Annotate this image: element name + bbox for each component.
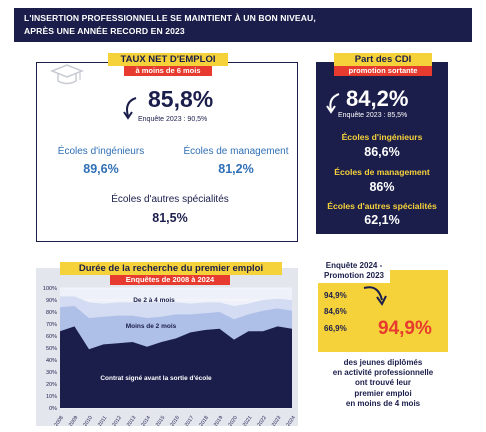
x-tick-label: 2021: [242, 415, 254, 426]
cdi-subtitle: promotion sortante: [334, 66, 432, 76]
enquete-title-line-2: Promotion 2023: [323, 271, 384, 280]
y-tick-label: 60%: [46, 334, 57, 340]
enquete-title-line-1: Enquête 2024 -: [325, 261, 383, 270]
y-tick-label: 10%: [46, 394, 57, 400]
curved-arrow-icon: [363, 286, 387, 306]
enquete-text-line-2: en activité professionnelle: [332, 368, 434, 378]
stacked-area-chart: 0% 10% 20% 30% 40% 50% 60% 70% 80% 90% 100% 2008 200…: [43, 286, 297, 426]
area-series-1: [60, 326, 292, 408]
cdi-ingenieurs-label: Écoles d'ingénieurs: [341, 132, 423, 142]
y-tick-label: 100%: [43, 286, 57, 292]
x-tick-label: 2019: [213, 415, 225, 426]
x-tick-label: 2020: [227, 415, 239, 426]
cdi-title: Part des CDI: [334, 53, 432, 66]
header-line-2: APRÈS UNE ANNÉE RECORD EN 2023: [24, 26, 185, 36]
y-tick-label: 80%: [46, 310, 57, 316]
x-tick-label: 2022: [256, 415, 268, 426]
x-tick-label: 2016: [169, 415, 181, 426]
band-label-1: De 2 à 4 mois: [133, 297, 175, 304]
x-tick-label: 2017: [184, 415, 196, 426]
emploi-note: Enquête 2023 : 90,5%: [138, 116, 208, 123]
cdi-autres-value: 62,1%: [364, 213, 400, 227]
y-tick-label: 50%: [46, 346, 57, 352]
x-tick-label: 2008: [53, 415, 65, 426]
emploi-ingenieurs-value: 89,6%: [83, 162, 119, 176]
emploi-main-value: 85,8%: [148, 86, 214, 112]
cdi-autres-label: Écoles d'autres spécialités: [327, 201, 437, 211]
enquete-value-1: 94,9%: [324, 291, 347, 300]
emploi-autres-value: 81,5%: [152, 211, 188, 225]
enquete-text: des jeunes diplômés en activité professi…: [318, 358, 448, 409]
band-label-2: Moins de 2 mois: [126, 323, 177, 330]
curved-arrow-icon: [123, 97, 137, 120]
x-tick-label: 2013: [126, 415, 138, 426]
enquete-text-line-3: ont trouvé leur: [354, 378, 411, 388]
emploi-management-label: Écoles de management: [183, 146, 289, 157]
x-tick-label: 2014: [140, 415, 152, 426]
y-tick-label: 30%: [46, 370, 57, 376]
y-tick-label: 90%: [46, 298, 57, 304]
enquete-value-3: 66,9%: [324, 324, 347, 333]
x-tick-label: 2009: [68, 415, 80, 426]
x-tick-label: 2018: [198, 415, 210, 426]
emploi-autres-label: Écoles d'autres spécialités: [111, 194, 229, 205]
x-tick-label: 2023: [271, 415, 283, 426]
chart-title: Durée de la recherche du premier emploi: [60, 262, 282, 275]
emploi-subtitle: à moins de 6 mois: [124, 66, 212, 76]
enquete-text-line-5: en moins de 4 mois: [345, 398, 421, 408]
x-tick-label: 2015: [155, 415, 167, 426]
chart-subtitle: Enquêtes de 2008 à 2024: [110, 275, 230, 285]
cdi-ingenieurs-value: 86,6%: [364, 145, 400, 159]
enquete-text-line-4: premier emploi: [354, 388, 412, 398]
header-line-1: L'INSERTION PROFESSIONNELLE SE MAINTIENT…: [24, 13, 316, 23]
y-tick-label: 70%: [46, 322, 57, 328]
cdi-management-value: 86%: [369, 180, 395, 194]
x-tick-label: 2012: [111, 415, 123, 426]
x-tick-label: 2010: [82, 415, 94, 426]
enquete-title: Enquête 2024 - Promotion 2023: [318, 259, 390, 283]
emploi-management-value: 81,2%: [218, 162, 254, 176]
curved-arrow-icon: [326, 93, 340, 114]
x-tick-label: 2024: [285, 415, 297, 426]
y-tick-label: 0%: [49, 406, 57, 412]
y-tick-label: 40%: [46, 358, 57, 364]
enquete-text-box: [318, 352, 448, 426]
enquete-value-2: 84,6%: [324, 307, 347, 316]
cdi-panel: [316, 62, 448, 234]
emploi-title: TAUX NET D'EMPLOI: [108, 53, 228, 66]
band-label-3: Contrat signé avant la sortie d'école: [100, 375, 212, 382]
page-header: L'INSERTION PROFESSIONNELLE SE MAINTIENT…: [14, 8, 472, 42]
graduation-cap-icon: [50, 64, 84, 85]
cdi-main-value: 84,2%: [346, 86, 409, 111]
cdi-note: Enquête 2023 : 85,5%: [338, 112, 408, 119]
x-tick-label: 2011: [97, 415, 108, 426]
enquete-big-value: 94,9%: [378, 318, 432, 339]
y-tick-label: 20%: [46, 382, 57, 388]
emploi-ingenieurs-label: Écoles d'ingénieurs: [57, 146, 145, 157]
enquete-text-line-1: des jeunes diplômés: [343, 358, 423, 367]
cdi-management-label: Écoles de management: [334, 167, 430, 177]
